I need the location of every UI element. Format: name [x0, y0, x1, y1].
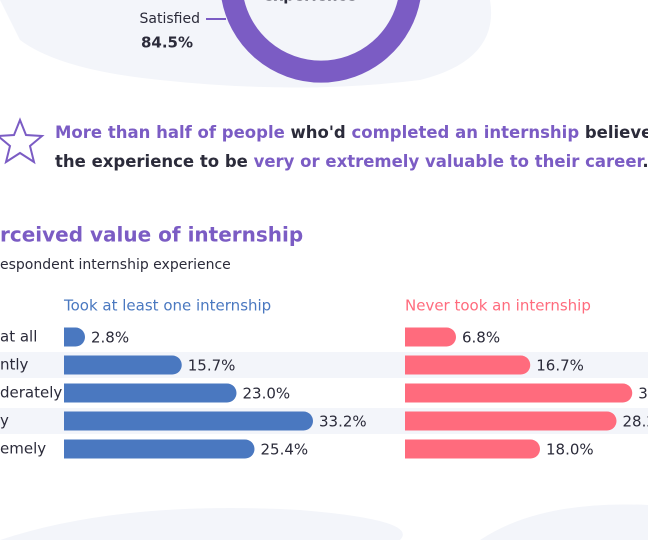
ring-label: experience	[263, 0, 356, 5]
bar	[64, 439, 255, 459]
value-label: 23.0%	[243, 385, 291, 403]
category-label: y	[0, 412, 9, 430]
bar	[64, 383, 237, 403]
ring	[221, 0, 421, 83]
value-label: 2.8%	[91, 329, 129, 347]
bar	[64, 355, 182, 375]
value-label: 28.2%	[623, 413, 648, 431]
bar	[405, 411, 617, 431]
chart: rceived value of internship espondent int…	[0, 223, 648, 459]
callout: More than half of people who'd completed…	[55, 123, 648, 171]
callout-line: More than half of people who'd completed…	[55, 123, 648, 142]
callout-line: the experience to be very or extremely v…	[55, 152, 648, 171]
status-label: Satisfied	[140, 11, 200, 27]
chart-title: rceived value of internship	[0, 223, 303, 247]
callout-segment: believed	[579, 123, 648, 142]
callout-segment: completed an internship	[352, 123, 580, 142]
bar	[405, 439, 540, 459]
value-label: 16.7%	[536, 357, 584, 375]
callout-segment: More than half of people	[55, 123, 285, 142]
value-label: 6.8%	[462, 329, 500, 347]
category-label: ntly	[0, 356, 29, 374]
category-label: at all	[0, 328, 37, 346]
callout-segment: very or extremely valuable to their care…	[254, 152, 646, 171]
category-label: emely	[0, 440, 46, 458]
value-label: 15.7%	[188, 357, 236, 375]
star-icon	[0, 117, 45, 165]
bar	[64, 327, 85, 347]
legend-label: Never took an internship	[405, 297, 591, 315]
bar	[405, 383, 633, 403]
value-label: 30.3%	[638, 385, 648, 403]
bar	[405, 327, 456, 347]
callout-segment: .	[642, 152, 648, 171]
bar	[405, 355, 531, 375]
value-label: 33.2%	[319, 413, 367, 431]
callout-segment: the experience to be	[55, 152, 254, 171]
callout-segment: who'd	[285, 123, 352, 142]
legend-label: Took at least one internship	[63, 297, 271, 315]
value-label: 18.0%	[546, 441, 594, 459]
status-share: 84.5%	[141, 34, 193, 52]
background-blob	[0, 508, 403, 540]
value-label: 25.4%	[261, 441, 309, 459]
category-label: derately	[0, 384, 62, 402]
background-blob	[480, 504, 648, 540]
bar	[64, 411, 313, 431]
chart-subtitle: espondent internship experience	[0, 257, 231, 273]
